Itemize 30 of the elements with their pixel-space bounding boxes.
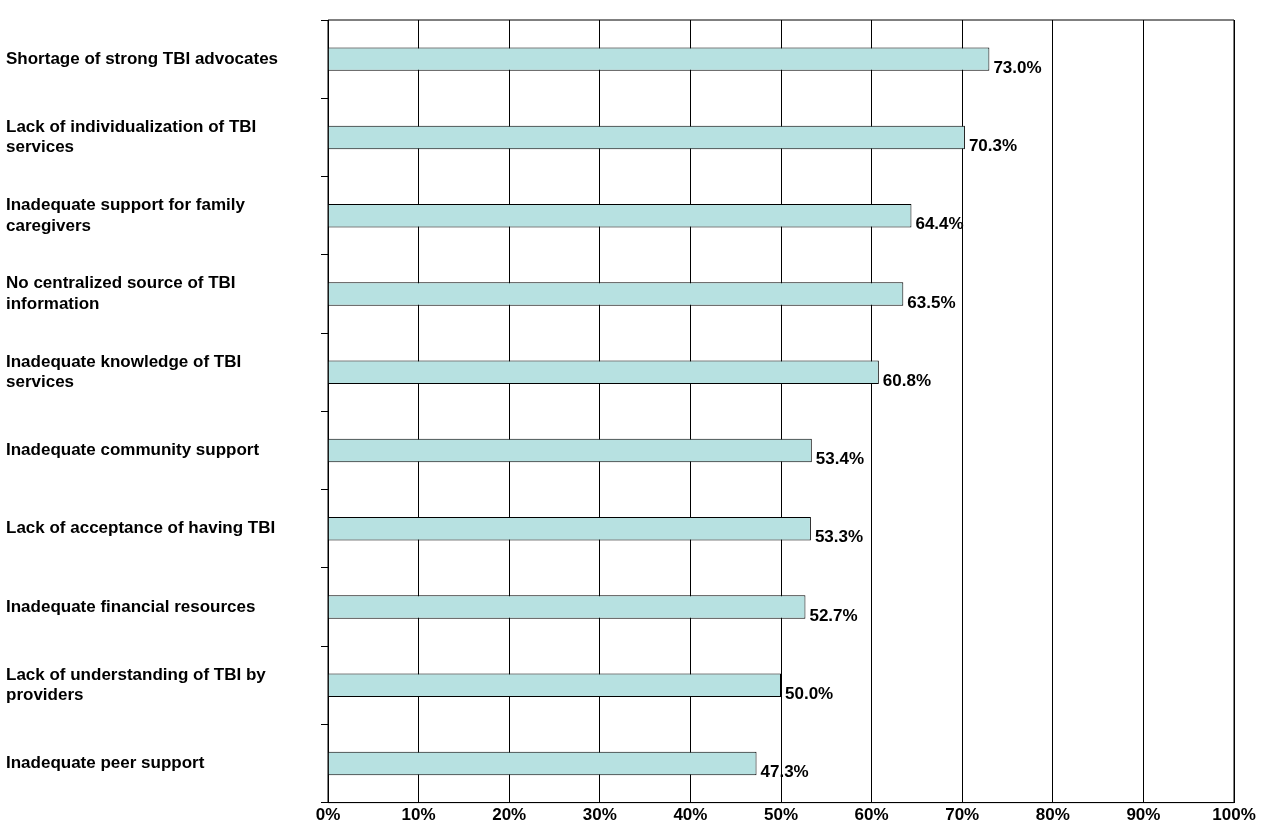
x-tick-label: 40% (673, 805, 708, 825)
y-tick-label: Inadequate community support (6, 440, 260, 460)
data-label: 52.7% (809, 605, 858, 625)
data-label: 63.5% (907, 292, 956, 312)
y-tick-label: Shortage of strong TBI advocates (6, 48, 279, 68)
x-tick-label: 90% (1126, 805, 1161, 825)
y-tick-label: No centralized source of TBI information (6, 273, 236, 313)
y-tick-label: Lack of individualization of TBI services (6, 116, 257, 157)
x-tick-label: 0% (315, 805, 341, 825)
y-tick-label: Inadequate support for family caregivers (6, 195, 246, 235)
x-tick-label: 30% (582, 805, 617, 825)
x-tick-label: 20% (492, 805, 527, 825)
y-tick-label: Inadequate knowledge of TBI services (6, 351, 242, 392)
data-label: 70.3% (968, 136, 1018, 156)
data-label: 60.8% (882, 370, 932, 390)
x-tick-label: 80% (1035, 805, 1070, 825)
x-tick-label: 50% (763, 805, 799, 825)
x-tick-label: 100% (1212, 805, 1256, 825)
x-tick-label: 10% (401, 805, 436, 825)
y-tick-label: Inadequate peer support (6, 753, 205, 773)
y-tick-label: Lack of understanding of TBI by providers (6, 664, 267, 705)
data-label: 50.0% (785, 683, 834, 703)
data-label: 53.3% (814, 527, 864, 547)
x-tick-label: 60% (854, 805, 889, 825)
data-label: 73.0% (993, 57, 1042, 77)
data-label: 53.4% (815, 449, 865, 469)
data-label: 64.4% (915, 214, 964, 234)
y-tick-label: Inadequate financial resources (6, 596, 256, 616)
x-tick-label: 70% (945, 805, 980, 825)
y-tick-label: Lack of acceptance of having TBI (6, 518, 276, 538)
